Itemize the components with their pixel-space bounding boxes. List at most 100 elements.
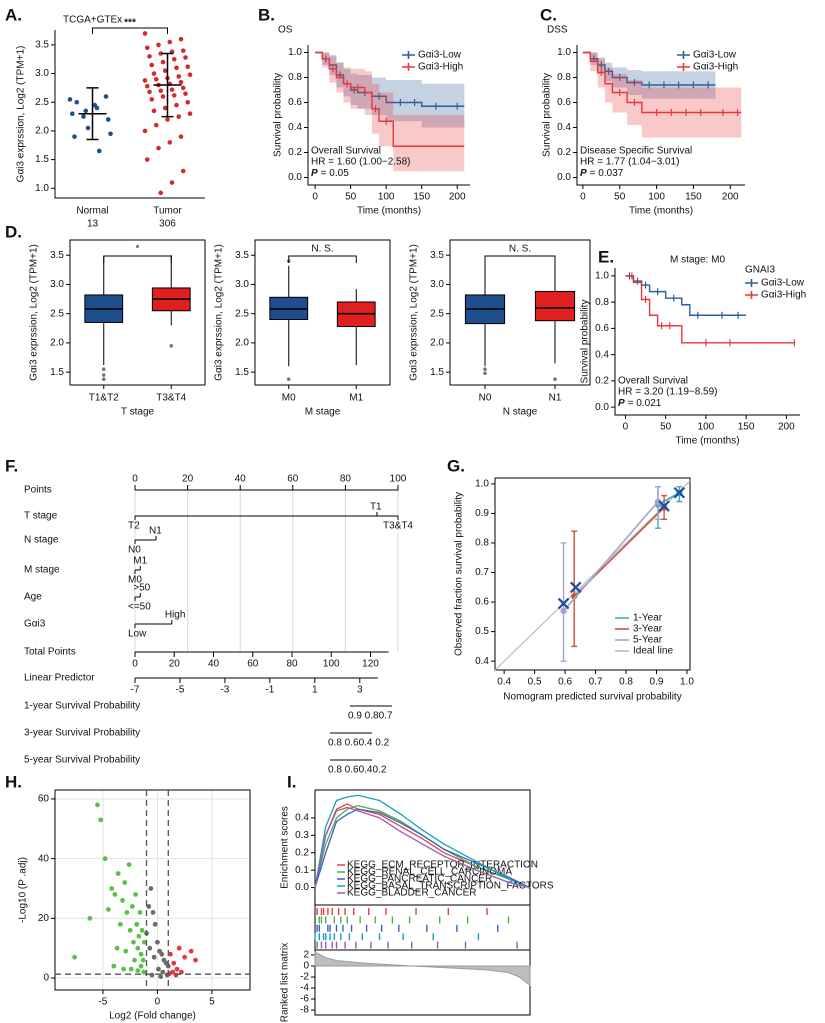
point [151, 71, 157, 76]
p-label: P [618, 398, 625, 409]
plot-frame [449, 239, 591, 386]
x-tick-label: 150 [413, 192, 430, 203]
y-tick-label: 0.1 [295, 865, 309, 876]
point [112, 892, 118, 897]
y-tick-label: 1.5 [430, 367, 444, 378]
p-text: = 0.037 [590, 168, 624, 179]
y-tick-label: 3.0 [50, 279, 64, 290]
point [109, 886, 115, 891]
y-tick-label: 3.5 [235, 250, 249, 261]
x-tick-label: 100 [648, 192, 665, 203]
point [169, 180, 175, 185]
count-label: 13 [87, 219, 99, 230]
point [187, 72, 193, 78]
y-tick-label: 0.0 [295, 882, 309, 893]
point [138, 963, 144, 969]
y-tick-label: 2.0 [50, 338, 64, 349]
plot-frame [494, 477, 691, 671]
level-label: M1 [133, 556, 147, 567]
x-tick-label: N0 [479, 393, 492, 404]
error-bar [78, 87, 107, 141]
x-axis-title: Nomogram predicted survival probability [503, 692, 681, 703]
point [126, 862, 132, 868]
plot-frame [314, 949, 531, 1016]
y-axis-title: Gαi3 exprssion, Log2 (TPM+1) [409, 244, 420, 381]
axis-line [54, 30, 205, 199]
point [117, 921, 123, 927]
point [141, 969, 147, 975]
p-label: P [580, 168, 587, 179]
y-tick-label: 0.0 [288, 172, 302, 183]
x-tick-label: 0 [580, 192, 586, 203]
y-axis-title: Observed fraction survival probability [454, 492, 465, 656]
point [124, 909, 130, 915]
point [156, 42, 161, 48]
scale-label: 0.8 0.60.4 0.2 [328, 738, 390, 749]
y-tick-label: 0.8 [595, 297, 609, 308]
y-axis-title: Survival probability [542, 73, 553, 157]
x-tick-label: -5 [98, 997, 107, 1008]
point [167, 140, 173, 145]
point [149, 972, 155, 978]
point [146, 904, 152, 909]
point [142, 78, 148, 83]
x-tick-label: 200 [722, 192, 739, 203]
row-tick-label: -3 [220, 685, 229, 696]
annotation: HR = 3.20 (1.19−8.59) [618, 387, 718, 398]
row-label: Gαi3 [24, 619, 46, 630]
legend-label: KEGG_RENAL_CELL_CARCINOMA [347, 867, 512, 878]
point [149, 62, 155, 68]
outlier [101, 373, 106, 377]
point [135, 968, 141, 973]
point [167, 39, 173, 45]
point [147, 54, 152, 59]
x-tick-label: 0.8 [619, 677, 633, 688]
y-tick-label: 3.5 [50, 250, 64, 261]
point [133, 892, 139, 897]
y-tick-label: 0 [303, 961, 309, 972]
confidence-band [315, 52, 465, 128]
legend-label: Gαi3-High [761, 290, 806, 301]
point [158, 974, 164, 979]
row-tick-label: 60 [247, 659, 259, 670]
y-tick-label: 0.8 [557, 72, 571, 83]
point [127, 927, 133, 933]
x-tick-label: 5 [209, 997, 215, 1008]
y-tick-label: 0 [43, 973, 49, 984]
point [132, 957, 137, 963]
point [173, 972, 179, 978]
panel-label: I. [287, 772, 296, 791]
axis-line [614, 268, 800, 416]
legend-label: Gαi3-Low [693, 50, 737, 61]
point [95, 802, 100, 808]
x-tick-label: 0 [623, 422, 629, 433]
point [147, 945, 153, 951]
x-tick-label: 50 [614, 192, 626, 203]
point [171, 56, 177, 62]
es-curve [314, 808, 531, 889]
p-text: = 0.021 [628, 398, 662, 409]
annotation: HR = 1.60 (1.00−2.58) [311, 157, 411, 168]
row-tick-label: 20 [182, 474, 194, 485]
point [134, 921, 140, 927]
survival-curve [582, 51, 742, 114]
y-tick-label: 0.5 [475, 626, 489, 637]
point [180, 48, 186, 53]
point [148, 886, 154, 891]
x-tick-label: 0.4 [497, 677, 511, 688]
cross-mark [557, 597, 570, 610]
es-curve [314, 794, 531, 889]
point [108, 131, 113, 137]
p-value: P = 0.05 [311, 168, 349, 179]
survival-curve [625, 275, 747, 316]
cross-mark [569, 581, 582, 594]
y-tick-label: 1.0 [35, 183, 49, 194]
point [171, 960, 177, 966]
y-tick-label: 0.6 [557, 97, 571, 108]
point [147, 89, 152, 95]
row-tick-label: 100 [323, 659, 340, 670]
y-tick-label: -6 [300, 994, 309, 1005]
x-tick-label: 200 [778, 422, 795, 433]
plot-frame [54, 789, 251, 991]
